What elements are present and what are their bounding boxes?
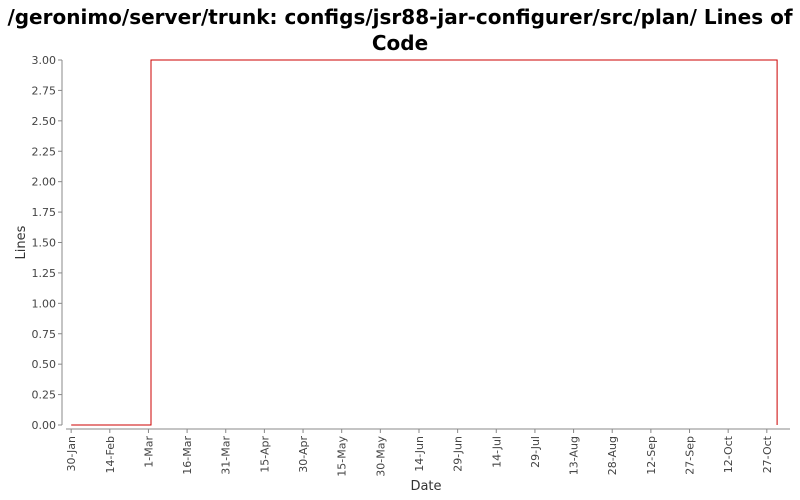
y-tick-label: 1.50 <box>32 237 57 250</box>
series-line-lines <box>71 59 778 426</box>
y-tick-label: 2.00 <box>32 176 57 189</box>
y-tick-label: 3.00 <box>32 54 57 67</box>
x-tick-label: 15-Apr <box>258 436 271 473</box>
x-tick-label: 30-Apr <box>297 436 310 473</box>
y-tick-label: 1.00 <box>32 297 57 310</box>
y-axis: 0.00 0.25 0.50 0.75 1.00 1.25 1.50 1.75 2.00 2.25… <box>32 54 63 432</box>
y-tick-label: 2.50 <box>32 115 57 128</box>
plot-area <box>66 60 790 425</box>
y-tick-label: 0.25 <box>32 389 57 402</box>
x-tick-label: 29-Jun <box>452 436 465 472</box>
y-tick-label: 2.25 <box>32 145 57 158</box>
x-axis: 30-Jan 14-Feb 1-Mar 16-Mar 31-Mar 15-Apr 30-Ap… <box>65 428 790 477</box>
x-tick-label: 14-Feb <box>104 436 117 473</box>
y-tick-label: 1.25 <box>32 267 57 280</box>
x-tick-label: 27-Oct <box>761 435 774 473</box>
x-tick-label: 14-Jun <box>413 436 426 472</box>
plot-background <box>66 60 790 425</box>
x-tick-label: 31-Mar <box>220 436 233 475</box>
x-tick-label: 12-Sep <box>645 436 658 475</box>
y-tick-label: 1.75 <box>32 206 57 219</box>
x-tick-label: 28-Aug <box>606 436 619 475</box>
x-tick-label: 13-Aug <box>568 436 581 475</box>
x-tick-label: 14-Jul <box>490 436 503 468</box>
y-tick-label: 2.75 <box>32 84 57 97</box>
x-tick-label: 30-May <box>374 436 387 477</box>
x-tick-label: 29-Jul <box>529 436 542 468</box>
x-tick-label: 16-Mar <box>181 436 194 475</box>
y-tick-label: 0.50 <box>32 358 57 371</box>
x-axis-title: Date <box>410 479 441 494</box>
x-tick-label: 1-Mar <box>142 436 155 468</box>
x-tick-label: 12-Oct <box>722 435 735 473</box>
x-tick-label: 15-May <box>336 436 349 477</box>
y-tick-label: 0.00 <box>32 419 57 432</box>
x-tick-label: 27-Sep <box>684 436 697 475</box>
y-axis-title: Lines <box>14 225 29 259</box>
chart-title: /geronimo/server/trunk: configs/jsr88-ja… <box>7 5 793 55</box>
x-tick-label: 30-Jan <box>65 436 78 472</box>
y-tick-label: 0.75 <box>32 328 57 341</box>
series-layer <box>71 59 778 426</box>
